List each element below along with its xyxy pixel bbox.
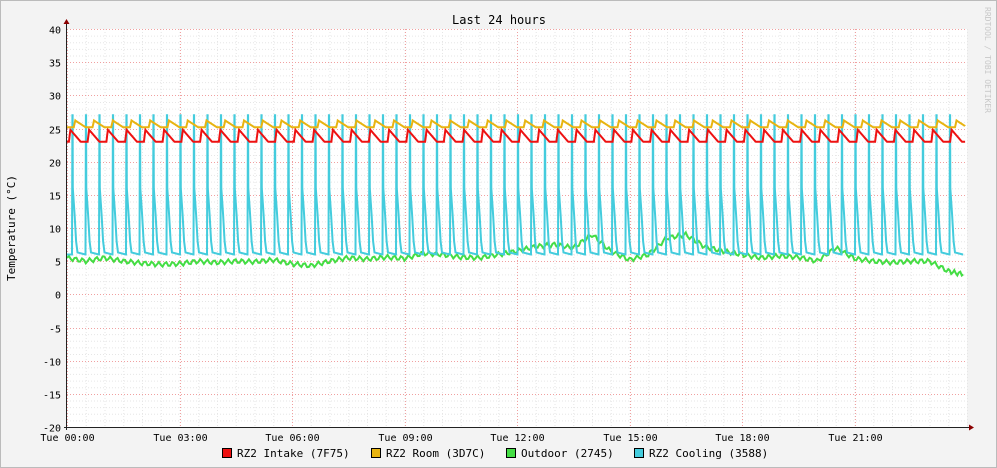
y-tick-label: 10: [49, 225, 61, 236]
y-tick-label: -20: [43, 424, 61, 435]
legend-item: Outdoor (2745): [506, 447, 614, 460]
legend-swatch: [506, 448, 516, 458]
legend: RZ2 Intake (7F75) RZ2 Room (3D7C) Outdoor …: [222, 447, 768, 460]
x-tick-label: Tue 15:00: [603, 433, 657, 444]
x-tick-label: Tue 06:00: [265, 433, 319, 444]
legend-swatch: [371, 448, 381, 458]
y-tick-label: 20: [49, 159, 61, 170]
x-axis-arrow: [969, 424, 974, 431]
y-tick-label: 35: [49, 59, 61, 70]
y-tick-label: 0: [55, 291, 61, 302]
x-tick-label: Tue 03:00: [153, 433, 207, 444]
series-line-rz2-intake-7f75: [67, 126, 966, 143]
chart-title: Last 24 hours: [452, 13, 546, 27]
legend-label: Outdoor (2745): [521, 447, 614, 460]
x-tick-label: Tue 12:00: [490, 433, 544, 444]
y-tick-label: 15: [49, 192, 61, 203]
y-tick-label: -15: [43, 391, 61, 402]
y-tick-label: 5: [55, 258, 61, 269]
legend-swatch: [634, 448, 644, 458]
x-tick-label: Tue 09:00: [378, 433, 432, 444]
watermark-text: RRDTOOL / TOBI OETIKER: [983, 7, 992, 113]
legend-swatch: [222, 448, 232, 458]
legend-item: RZ2 Intake (7F75): [222, 447, 350, 460]
x-tick-label: Tue 18:00: [715, 433, 769, 444]
x-tick-label: Tue 00:00: [40, 433, 94, 444]
y-tick-label: -10: [43, 358, 61, 369]
y-axis-arrow: [63, 19, 70, 24]
series-line-rz2-cooling-3588: [67, 114, 964, 256]
y-tick-label: 25: [49, 126, 61, 137]
series-layer: [66, 114, 966, 278]
y-axis-label: Temperature (°C): [5, 175, 18, 281]
legend-item: RZ2 Room (3D7C): [371, 447, 485, 460]
y-tick-label: 40: [49, 26, 61, 37]
legend-label: RZ2 Cooling (3588): [649, 447, 768, 460]
legend-label: RZ2 Intake (7F75): [237, 447, 350, 460]
y-tick-label: -5: [49, 325, 61, 336]
x-tick-label: Tue 21:00: [828, 433, 882, 444]
legend-label: RZ2 Room (3D7C): [386, 447, 485, 460]
series-line-rz2-room-3d7c: [67, 118, 966, 129]
legend-item: RZ2 Cooling (3588): [634, 447, 768, 460]
y-tick-label: 30: [49, 92, 61, 103]
